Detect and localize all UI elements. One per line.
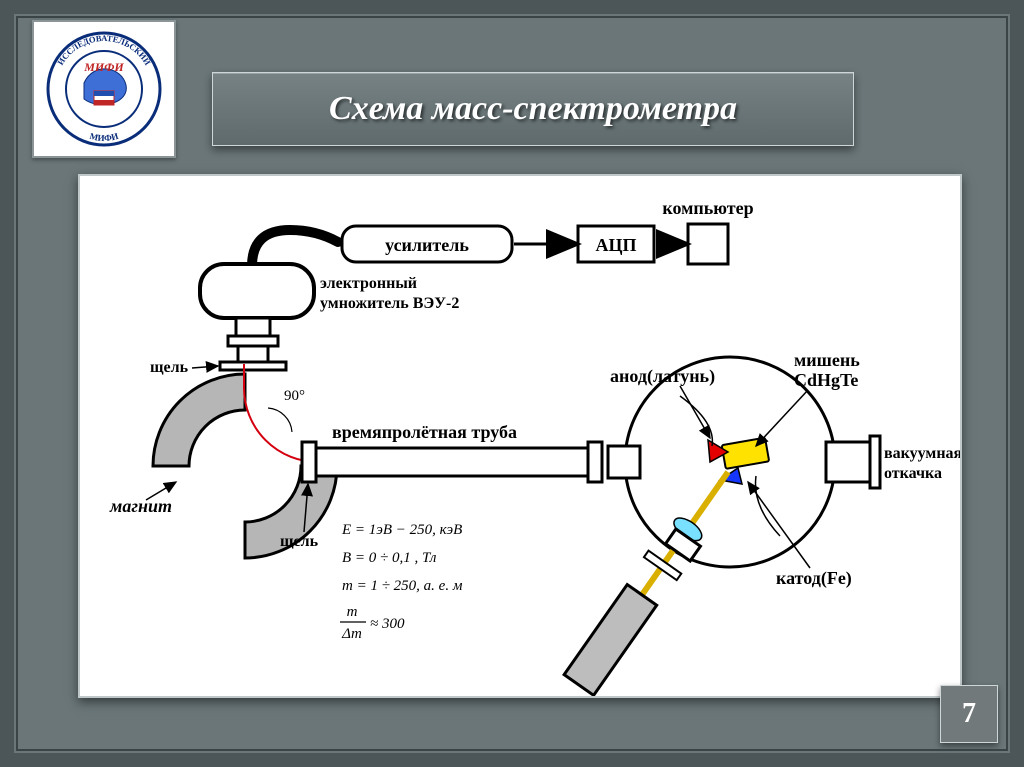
eq-b: B = 0 ÷ 0,1 , Тл xyxy=(342,550,437,566)
slide-title-plate: Схема масс-спектрометра xyxy=(212,72,854,146)
diagram-svg: компьютер АЦП усилитель электронный умно… xyxy=(80,176,960,696)
logo-center-text: МИФИ xyxy=(83,60,124,74)
slide: ИССЛЕДОВАТЕЛЬСКИЙ МИФИ МИФИ Схема масс-с… xyxy=(0,0,1024,767)
label-magnet: магнит xyxy=(109,496,172,516)
label-anode: анод(латунь) xyxy=(610,366,715,387)
computer-box xyxy=(688,224,728,264)
pump-port xyxy=(826,442,872,482)
slide-title: Схема масс-спектрометра xyxy=(329,90,737,128)
page-number-text: 7 xyxy=(962,698,976,730)
upper-slit xyxy=(220,362,286,370)
label-target-line2: CdHgTe xyxy=(794,370,858,390)
page-number: 7 xyxy=(940,685,998,743)
label-target-line1: мишень xyxy=(794,350,860,370)
tof-tube xyxy=(312,448,592,476)
label-multiplier-line1: электронный xyxy=(320,275,417,292)
label-pump-line1: вакуумная xyxy=(884,445,960,462)
label-angle: 90° xyxy=(284,388,305,404)
institution-logo: ИССЛЕДОВАТЕЛЬСКИЙ МИФИ МИФИ xyxy=(32,20,176,158)
label-multiplier-line2: умножитель ВЭУ-2 xyxy=(320,295,459,312)
eq-e: E = 1эВ − 250, кэВ xyxy=(341,522,462,538)
multiplier-body xyxy=(200,264,314,318)
eq-ratio-den: Δm xyxy=(341,626,362,642)
logo-svg: ИССЛЕДОВАТЕЛЬСКИЙ МИФИ МИФИ xyxy=(40,25,168,153)
label-slit-lower: щель xyxy=(280,533,319,550)
label-amplifier: усилитель xyxy=(385,235,469,255)
label-adc: АЦП xyxy=(595,235,636,255)
label-slit-upper: щель xyxy=(150,359,189,376)
label-pump-line2: откачка xyxy=(884,465,942,482)
label-tube: времяпролётная труба xyxy=(332,422,517,442)
diagram-card: компьютер АЦП усилитель электронный умно… xyxy=(78,174,962,698)
label-cathode: катод(Fe) xyxy=(776,568,852,589)
eq-m: m = 1 ÷ 250, а. е. м xyxy=(342,578,463,594)
label-computer: компьютер xyxy=(662,198,753,218)
equations: E = 1эВ − 250, кэВ B = 0 ÷ 0,1 , Тл m = … xyxy=(340,522,463,642)
eq-ratio-num: m xyxy=(347,604,358,620)
eq-ratio-val: ≈ 300 xyxy=(370,616,405,632)
cable-multiplier-amp xyxy=(252,230,338,266)
